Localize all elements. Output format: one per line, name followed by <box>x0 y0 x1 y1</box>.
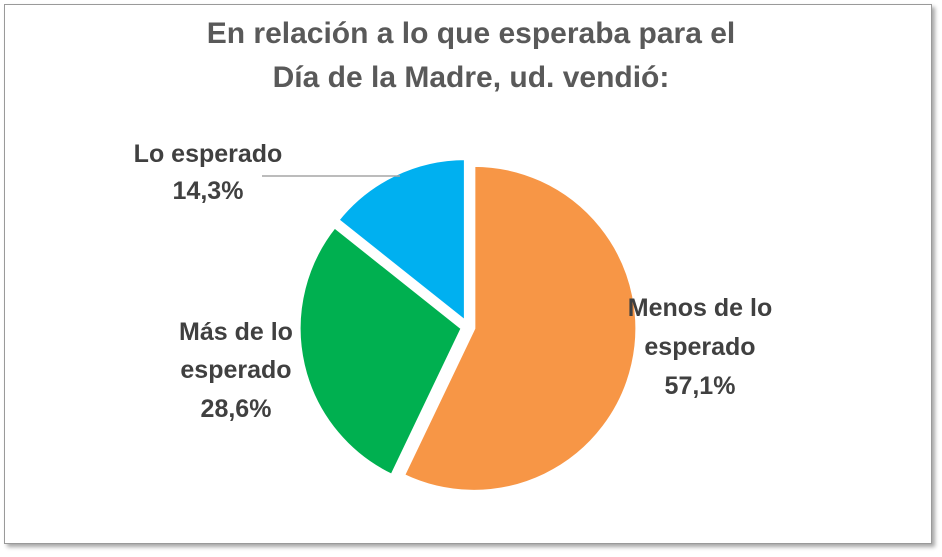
chart-title-line-1: En relación a lo que esperaba para el <box>206 17 736 50</box>
slice-lo-esperado <box>336 157 467 324</box>
slice-mas-de-lo-esperado <box>297 225 464 477</box>
slice-label-menos-line-1: Menos de lo <box>628 294 772 322</box>
slice-label-mas-line-1: Más de lo <box>179 318 293 346</box>
slice-label-menos-line-2: esperado <box>644 333 755 361</box>
slice-value-mas: 28,6% <box>201 395 272 423</box>
slice-value-lo-esperado: 14,3% <box>173 177 244 205</box>
slice-menos-de-lo-esperado <box>402 163 639 493</box>
pie-slices <box>297 157 639 493</box>
slice-label-mas-line-2: esperado <box>180 356 291 384</box>
slice-value-menos: 57,1% <box>665 372 736 400</box>
chart-title-line-2: Día de la Madre, ud. vendió: <box>272 61 670 94</box>
slice-label-lo-esperado: Lo esperado <box>134 140 283 168</box>
